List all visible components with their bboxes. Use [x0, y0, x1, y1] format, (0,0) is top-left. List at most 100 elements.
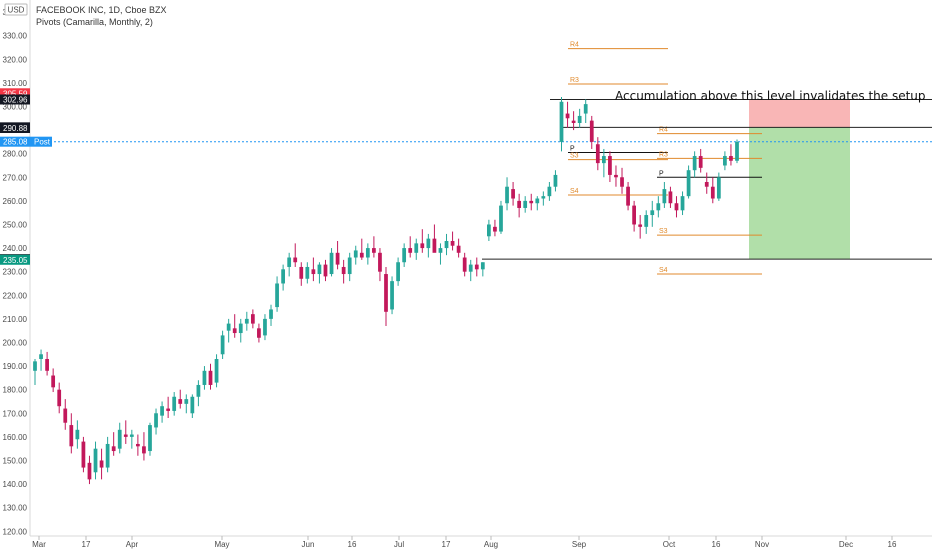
pivot-label: S3	[570, 153, 579, 160]
candle-body	[487, 224, 491, 237]
candle-body	[589, 120, 594, 142]
price-tag	[0, 136, 30, 147]
candle-body	[105, 443, 110, 468]
y-tick-label: 230.00	[3, 268, 28, 277]
candle-body	[311, 269, 316, 275]
candle-body	[111, 446, 116, 452]
candle-body	[57, 389, 62, 407]
currency-box[interactable]	[4, 3, 28, 16]
candle-body	[184, 399, 189, 404]
price-axis[interactable]: 120.00 130.00 140.00 150.00 160.00 170.00 180.…	[3, 8, 28, 536]
candle-body	[468, 264, 473, 272]
candle-body	[571, 120, 576, 123]
candle-body	[287, 257, 292, 267]
candle-body	[704, 182, 709, 187]
stop-loss-zone	[749, 99, 850, 128]
candle-body	[444, 241, 449, 249]
candle-body	[650, 210, 655, 216]
price-tag-extra	[30, 136, 52, 147]
candle-body	[420, 243, 425, 249]
candle-body	[160, 406, 164, 416]
candle-body	[729, 156, 733, 161]
y-tick-label: 140.00	[3, 480, 28, 489]
candle-body	[93, 448, 98, 473]
candle-body	[142, 446, 146, 454]
candle-body	[638, 224, 643, 227]
pivot-label: S4	[659, 267, 668, 274]
candle-body	[166, 408, 171, 411]
price-tag-label: 302.96	[3, 95, 28, 104]
y-tick-label: 190.00	[3, 362, 28, 371]
candle-body	[710, 186, 715, 199]
candle-body	[202, 370, 207, 385]
candle-body	[232, 328, 237, 334]
target-zone	[749, 127, 850, 260]
candle-body	[378, 252, 382, 272]
y-tick-label: 200.00	[3, 338, 28, 347]
price-tag	[0, 94, 30, 105]
time-axis[interactable]: Mar 17 Apr May Jun 16 Jul 17 Aug Sep Oct 16 Nov Dec 16	[32, 536, 897, 549]
x-tick-label: Oct	[663, 540, 676, 549]
candle-body	[656, 203, 661, 211]
candle-body	[51, 375, 56, 388]
y-tick-label: 270.00	[3, 173, 28, 182]
currency-label: USD	[8, 6, 25, 15]
candle-body	[293, 257, 298, 263]
candle-body	[263, 318, 267, 336]
pivot-label: P	[659, 170, 664, 177]
candle-body	[244, 318, 249, 324]
candle-body	[662, 189, 667, 204]
candle-body	[148, 425, 152, 452]
candle-body	[716, 177, 721, 199]
candle-body	[365, 248, 370, 258]
candle-body	[250, 314, 255, 324]
candle-body	[414, 243, 419, 253]
candle-body	[583, 104, 588, 114]
candle-body	[275, 283, 279, 308]
candle-body	[535, 198, 540, 204]
x-tick-label: Apr	[126, 540, 139, 549]
y-tick-label: 210.00	[3, 315, 28, 324]
price-tag-label: 235.05	[3, 256, 28, 265]
chart-title: FACEBOOK INC, 1D, Cboe BZX	[36, 5, 167, 15]
candle-body	[129, 434, 134, 437]
candle-body	[674, 203, 679, 211]
candle-body	[305, 266, 310, 279]
candle-body	[154, 413, 158, 428]
y-tick-label: 150.00	[3, 456, 28, 465]
candle-body	[190, 396, 195, 414]
x-tick-label: 16	[348, 540, 357, 549]
candle-body	[87, 462, 92, 480]
y-tick-label: 320.00	[3, 55, 28, 64]
candle-body	[686, 170, 691, 197]
candle-body	[341, 266, 346, 275]
candle-body	[269, 309, 273, 319]
candle-body	[123, 434, 128, 437]
y-tick-label: 260.00	[3, 197, 28, 206]
candle-body	[408, 248, 413, 253]
candle-body	[523, 200, 528, 208]
candle-body	[620, 177, 624, 187]
candle-body	[63, 408, 68, 423]
candle-body	[480, 262, 485, 270]
candle-body	[462, 257, 467, 272]
price-tag-extra-label: Post	[34, 138, 51, 147]
candle-body	[335, 252, 340, 265]
candle-body	[547, 186, 552, 197]
pivot-label: P	[570, 146, 575, 153]
candle-body	[396, 262, 400, 282]
candle-body	[614, 174, 618, 178]
candle-body	[668, 191, 673, 204]
candle-body	[450, 241, 455, 246]
candle-body	[226, 323, 231, 331]
candle-body	[329, 252, 334, 275]
candle-body	[353, 250, 358, 258]
y-tick-label: 240.00	[3, 244, 28, 253]
annotation-text: Accumulation above this level invalidate…	[615, 89, 926, 103]
y-tick-label: 330.00	[3, 32, 28, 41]
y-tick-label: 180.00	[3, 386, 28, 395]
candle-body	[45, 359, 49, 371]
